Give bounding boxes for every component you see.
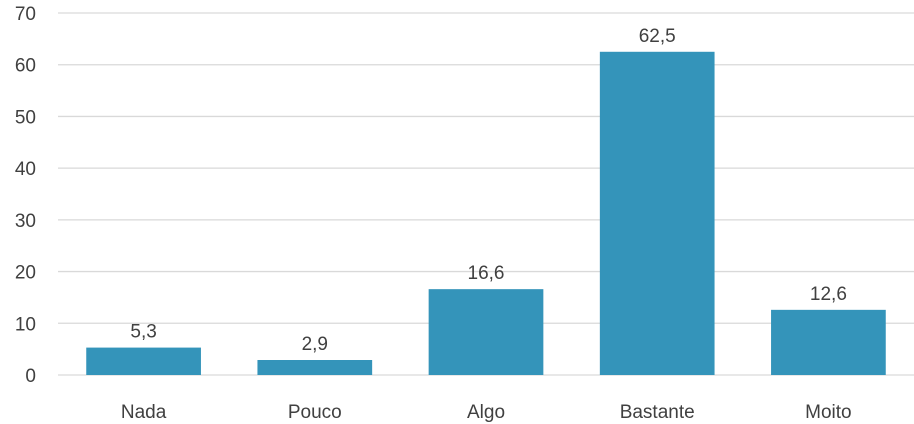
bar-pouco — [257, 360, 373, 375]
y-tick-label: 40 — [15, 159, 36, 180]
y-tick-label: 50 — [15, 107, 36, 128]
data-label-moito: 12,6 — [810, 284, 847, 305]
y-tick-label: 20 — [15, 263, 36, 284]
bar-nada — [86, 347, 201, 375]
bar-algo — [428, 289, 544, 375]
gridlines — [58, 12, 914, 376]
y-axis-ticks: 0 10 20 30 40 50 60 70 — [15, 4, 36, 387]
x-category-label-moito: Moito — [805, 402, 851, 423]
x-category-label-nada: Nada — [121, 402, 167, 423]
bars — [86, 51, 886, 376]
y-tick-label: 0 — [25, 366, 36, 387]
y-tick-label: 60 — [15, 56, 36, 77]
data-label-algo: 16,6 — [468, 263, 505, 284]
y-tick-label: 10 — [15, 314, 36, 335]
data-label-bastante: 62,5 — [639, 26, 676, 47]
data-label-nada: 5,3 — [130, 322, 156, 343]
bar-moito — [771, 309, 886, 375]
x-axis-categories: Nada Pouco Algo Bastante Moito — [121, 402, 852, 423]
bar-bastante — [599, 51, 715, 376]
data-label-pouco: 2,9 — [302, 334, 328, 355]
y-tick-label: 30 — [15, 211, 36, 232]
x-category-label-algo: Algo — [467, 402, 505, 423]
y-tick-label: 70 — [15, 4, 36, 25]
x-category-label-pouco: Pouco — [288, 402, 342, 423]
x-category-label-bastante: Bastante — [620, 402, 695, 423]
data-labels: 5,3 2,9 16,6 62,5 12,6 — [130, 26, 847, 355]
